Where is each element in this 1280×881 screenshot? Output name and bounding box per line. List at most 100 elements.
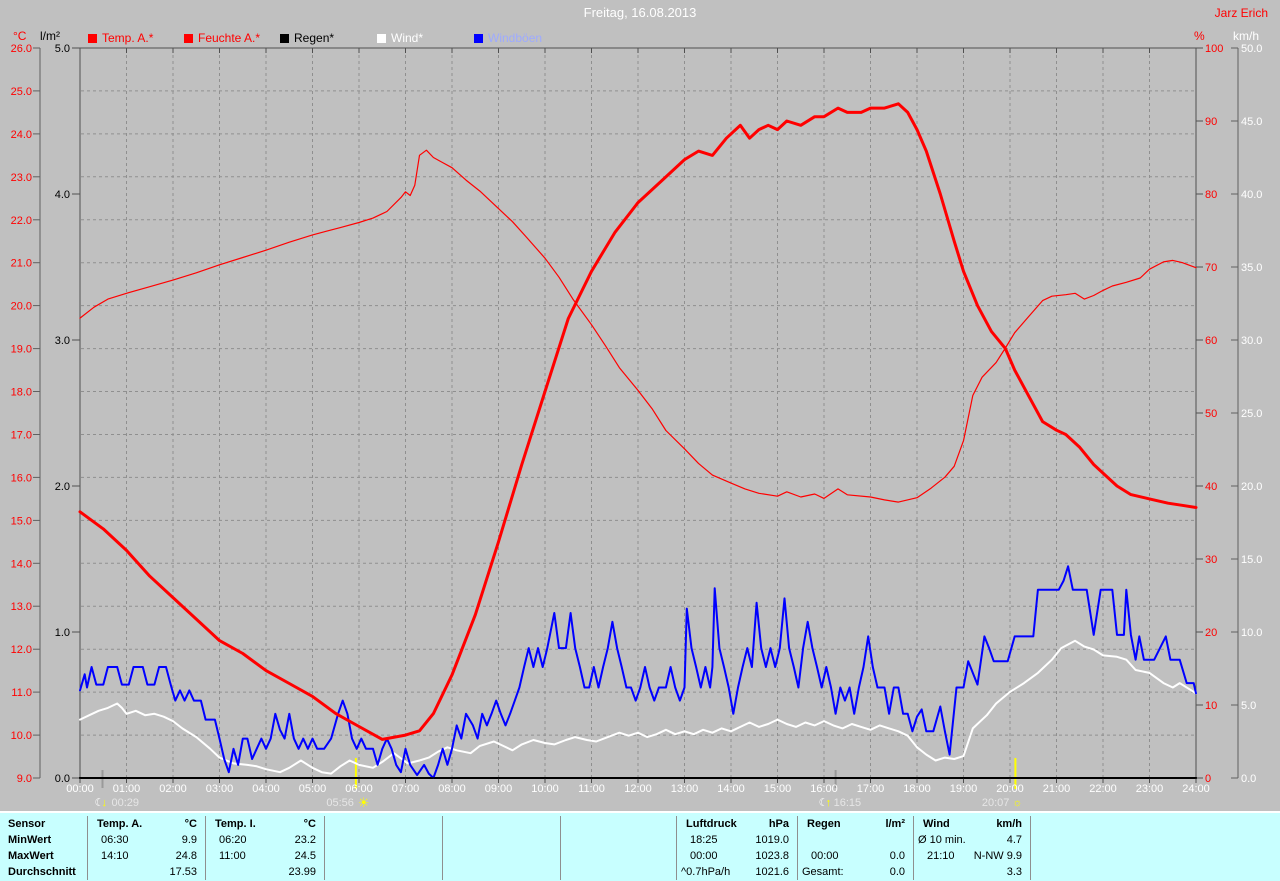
moonrise-time: 16:15 [834,797,862,809]
x-tick-label: 23:00 [1136,783,1164,795]
stats-cell: 00:00 0.0 [811,850,905,862]
stats-cell: 06:20 23.2 [219,834,316,846]
wind-tick-label: 25.0 [1241,408,1262,420]
feuchtea-curve [79,149,1197,503]
temp-tick-label: 25.0 [11,86,32,98]
humidity-tick-label: 50 [1205,408,1217,420]
temp-tick-label: 15.0 [11,515,32,527]
table-divider [205,816,206,880]
wind-tick-label: 10.0 [1241,627,1262,639]
wind-tick-label: 45.0 [1241,116,1262,128]
moon-icon: ☾ [819,797,829,809]
stats-cell: ^0.7hPa/h 1021.6 [681,866,789,878]
temp-tick-label: 26.0 [11,43,32,55]
stats-col-header: Temp. I. °C [215,818,316,830]
legend-item-5: Windböen [474,31,542,45]
stats-cell: Gesamt: 0.0 [802,866,905,878]
stats-cell: 06:30 9.9 [101,834,197,846]
sunset-time: 20:07 [982,797,1010,809]
stats-cell: 23.99 [288,866,316,878]
rain-tick-label: 2.0 [55,481,70,493]
temp-tick-label: 11.0 [11,687,32,699]
stats-col-header: Temp. A. °C [97,818,197,830]
tempa-curve [78,102,1198,741]
stats-row-label: MaxWert [8,850,54,862]
arrow-up-icon: ↑ [826,797,832,809]
moonset-time: 00:29 [112,797,140,809]
temp-tick-label: 9.0 [17,773,32,785]
table-divider [676,816,677,880]
wind-tick-label: 5.0 [1241,700,1256,712]
x-tick-label: 03:00 [206,783,234,795]
wind-tick-label: 35.0 [1241,262,1262,274]
x-tick-label: 04:00 [252,783,280,795]
temp-tick-label: 21.0 [11,258,32,270]
arrow-down-icon: ↓ [102,797,108,809]
legend-swatch [184,33,193,43]
wind-tick-label: 15.0 [1241,554,1262,566]
stats-col-header: Wind km/h [923,818,1022,830]
sunrise-time: 05:56 [326,797,354,809]
temp-tick-label: 18.0 [11,387,32,399]
wind-axis-unit: km/h [1233,29,1260,43]
sun-outline-icon: ☼ [1012,797,1022,809]
x-tick-label: 16:00 [810,783,838,795]
weather-chart: 26.0 25.0 24.0 23.0 22.0 21.0 20.0 19.0 18.0 17.0… [11,43,1263,810]
x-tick-label: 15:00 [764,783,792,795]
humidity-axis-unit: % [1194,29,1205,43]
legend-item-3: Regen* [280,31,334,45]
humidity-tick-label: 20 [1205,627,1217,639]
temp-tick-label: 24.0 [11,129,32,141]
stats-panel: Sensor MinWert MaxWert Durchschnitt Temp. A.… [0,811,1280,881]
table-divider [797,816,798,880]
x-tick-label: 08:00 [438,783,466,795]
legend-swatch [88,33,97,43]
x-tick-label: 00:00 [66,783,94,795]
temp-tick-label: 19.0 [11,344,32,356]
table-divider [442,816,443,880]
stats-cell: Ø 10 min. 4.7 [918,834,1022,846]
temp-tick-label: 16.0 [11,472,32,484]
legend-label: Windböen [488,31,543,45]
wind-tick-label: 40.0 [1241,189,1262,201]
humidity-tick-label: 10 [1205,700,1217,712]
stats-row-label: Sensor [8,818,46,830]
wind-tick-label: 50.0 [1241,43,1262,55]
x-tick-label: 17:00 [857,783,885,795]
user-name: Jarz Erich [1214,6,1268,20]
rain-tick-label: 1.0 [55,627,70,639]
x-tick-label: 05:00 [299,783,327,795]
legend-item-4: Wind* [377,31,423,45]
legend-label: Wind* [391,31,424,45]
humidity-tick-label: 30 [1205,554,1217,566]
humidity-tick-label: 90 [1205,116,1217,128]
temp-tick-label: 17.0 [11,430,32,442]
temp-tick-label: 14.0 [11,558,32,570]
wind-tick-label: 30.0 [1241,335,1262,347]
humidity-tick-label: 100 [1205,43,1223,55]
x-tick-label: 01:00 [113,783,141,795]
temp-tick-label: 13.0 [11,601,32,613]
x-tick-label: 24:00 [1182,783,1210,795]
x-tick-label: 11:00 [578,783,605,795]
temp-axis-unit: °C [13,29,27,43]
table-divider [560,816,561,880]
legend-label: Temp. A.* [102,31,154,45]
temp-tick-label: 23.0 [11,172,32,184]
windben-curve [79,565,1197,779]
wind-curve [79,639,1197,775]
x-tick-label: 12:00 [624,783,652,795]
stats-cell: 18:25 1019.0 [690,834,789,846]
stats-cell: 00:00 1023.8 [690,850,789,862]
chart-title: Freitag, 16.08.2013 [583,5,697,20]
table-divider [1030,816,1031,880]
humidity-tick-label: 40 [1205,481,1217,493]
legend-label: Regen* [294,31,335,45]
stats-cell: 21:10 N-NW 9.9 [927,850,1022,862]
rain-tick-label: 0.0 [55,773,70,785]
wind-tick-label: 20.0 [1241,481,1262,493]
stats-row-label: MinWert [8,834,52,846]
x-tick-label: 07:00 [392,783,420,795]
temp-tick-label: 20.0 [11,301,32,313]
